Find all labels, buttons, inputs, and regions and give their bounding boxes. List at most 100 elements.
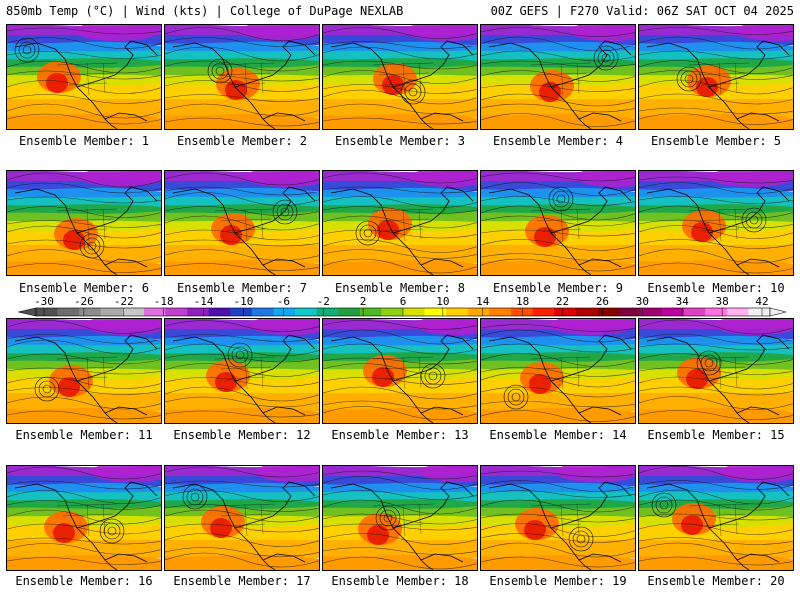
colorbar-tick-label: 2	[360, 296, 367, 308]
temperature-field	[639, 466, 793, 570]
ensemble-member-map	[480, 465, 636, 571]
ensemble-member-label: Ensemble Member: 18	[331, 574, 469, 588]
ensemble-member-label: Ensemble Member: 13	[331, 428, 469, 442]
map-title: 850mb Temp (°C) | Wind (kts) | College o…	[6, 4, 404, 18]
colorbar-tick-label: 26	[596, 296, 609, 308]
colorbar-tick-label: 6	[400, 296, 407, 308]
ensemble-member-map	[322, 465, 478, 571]
ensemble-member-map	[638, 24, 794, 130]
colorbar-tick-label: -30	[34, 296, 54, 308]
colorbar-tick-label: -14	[194, 296, 214, 308]
ensemble-member-map	[480, 318, 636, 424]
colorbar-swatch	[403, 308, 425, 316]
colorbar-swatch	[165, 308, 188, 316]
temperature-field	[323, 466, 477, 570]
colorbar-swatch	[446, 308, 469, 316]
colorbar-swatch	[489, 308, 512, 316]
ensemble-member-map	[164, 318, 320, 424]
colorbar-swatch	[748, 308, 771, 316]
colorbar-tick-label: -2	[317, 296, 330, 308]
ensemble-member-label: Ensemble Member: 15	[647, 428, 785, 442]
colorbar-swatch	[640, 308, 663, 316]
temperature-field	[165, 25, 319, 129]
colorbar-swatch	[230, 308, 253, 316]
temperature-field	[165, 171, 319, 275]
colorbar-swatch	[532, 308, 555, 316]
colorbar-swatch	[251, 308, 274, 316]
ensemble-member-label: Ensemble Member: 14	[489, 428, 627, 442]
colorbar-swatch	[597, 308, 620, 316]
colorbar-tick-label: -6	[277, 296, 290, 308]
colorbar-tick-label: -18	[154, 296, 174, 308]
colorbar-tick-label: 42	[755, 296, 768, 308]
colorbar-tick-label: -26	[74, 296, 94, 308]
colorbar-tick-label: 30	[636, 296, 649, 308]
ensemble-member-map	[6, 318, 162, 424]
ensemble-member-map	[164, 465, 320, 571]
colorbar-swatch	[510, 308, 533, 316]
temperature-field	[639, 25, 793, 129]
temperature-field	[481, 319, 635, 423]
ensemble-member-label: Ensemble Member: 19	[489, 574, 627, 588]
ensemble-member-map	[322, 318, 478, 424]
colorbar-swatch	[424, 308, 447, 316]
colorbar-swatch	[338, 308, 361, 316]
colorbar-swatch	[295, 308, 317, 316]
ensemble-member-map	[322, 170, 478, 276]
colorbar-swatch	[187, 308, 210, 316]
colorbar-swatch	[554, 308, 577, 316]
colorbar-tick-label: 38	[715, 296, 728, 308]
ensemble-member-label: Ensemble Member: 4	[492, 134, 624, 148]
colorbar-swatch	[662, 308, 684, 316]
colorbar-tick-label: 22	[556, 296, 569, 308]
temperature-field	[481, 171, 635, 275]
ensemble-member-label: Ensemble Member: 20	[647, 574, 785, 588]
colorbar-swatch	[79, 308, 102, 316]
ensemble-member-map	[480, 170, 636, 276]
colorbar-swatch	[618, 308, 641, 316]
ensemble-member-label: Ensemble Member: 9	[492, 281, 624, 295]
temperature-field	[323, 319, 477, 423]
temperature-field	[323, 25, 477, 129]
temperature-field	[481, 466, 635, 570]
colorbar-tick-label: 18	[516, 296, 529, 308]
colorbar-swatch	[705, 308, 728, 316]
run-valid-time: 00Z GEFS | F270 Valid: 06Z SAT OCT 04 20…	[490, 4, 794, 18]
ensemble-member-map	[6, 170, 162, 276]
colorbar-swatch	[100, 308, 123, 316]
colorbar-tick-label: -10	[234, 296, 254, 308]
ensemble-member-label: Ensemble Member: 11	[15, 428, 153, 442]
temperature-field	[323, 171, 477, 275]
colorbar-swatch	[36, 308, 58, 316]
temperature-field	[481, 25, 635, 129]
colorbar-swatch	[359, 308, 382, 316]
ensemble-member-map	[322, 24, 478, 130]
colorbar-swatch	[575, 308, 598, 316]
temperature-field	[165, 319, 319, 423]
ensemble-member-label: Ensemble Member: 5	[650, 134, 782, 148]
temperature-field	[7, 466, 161, 570]
temperature-field	[7, 171, 161, 275]
ensemble-member-label: Ensemble Member: 8	[334, 281, 466, 295]
ensemble-member-map	[6, 465, 162, 571]
temperature-field	[639, 319, 793, 423]
colorbar-swatch	[316, 308, 339, 316]
ensemble-member-label: Ensemble Member: 2	[176, 134, 308, 148]
ensemble-member-label: Ensemble Member: 6	[18, 281, 150, 295]
ensemble-member-label: Ensemble Member: 3	[334, 134, 466, 148]
ensemble-member-label: Ensemble Member: 16	[15, 574, 153, 588]
colorbar-swatch	[467, 308, 490, 316]
ensemble-member-map	[164, 24, 320, 130]
ensemble-member-map	[480, 24, 636, 130]
ensemble-member-map	[164, 170, 320, 276]
colorbar-swatch	[726, 308, 749, 316]
colorbar-tick-label: 10	[436, 296, 449, 308]
colorbar-graphic: -30 -26 -22 -18 -14 -10 -6 -2 2 6 10 14 18 22 26 30 34 38…	[17, 295, 787, 317]
ensemble-member-label: Ensemble Member: 7	[176, 281, 308, 295]
colorbar-swatch	[122, 308, 145, 316]
temperature-field	[639, 171, 793, 275]
ensemble-member-map	[638, 318, 794, 424]
colorbar-swatch	[273, 308, 296, 316]
colorbar-tick-label: -22	[114, 296, 134, 308]
ensemble-member-map	[638, 465, 794, 571]
